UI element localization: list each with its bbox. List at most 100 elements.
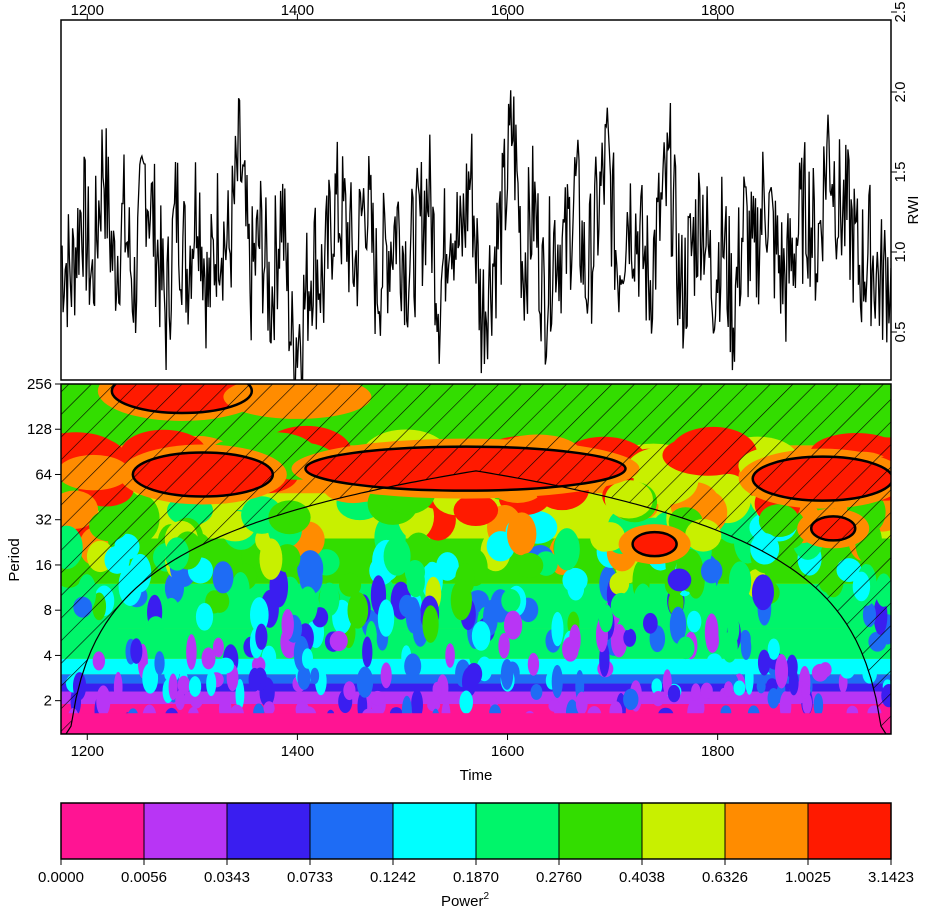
rwi-y-axis: 0.5 1.0 1.5 2.0 2.5 [891,2,909,343]
power-cell [651,678,663,695]
power-cell [516,552,544,579]
power-cell [652,690,665,707]
top-x-tick-label: 1200 [71,2,104,19]
power-cell [554,528,580,571]
power-cell [404,532,433,569]
power-cell [206,670,217,697]
power-cell [186,634,197,670]
rwi-y-tick-label: 0.5 [892,322,909,343]
power-cell [450,579,472,621]
power-cell [801,683,811,699]
power-cell [686,610,702,633]
power-cell [188,676,202,697]
power-cell [362,636,373,668]
power-cell [751,574,775,611]
power-cell [706,653,723,669]
power-cell [740,634,752,660]
power-cell [530,684,543,700]
power-cell [744,661,754,695]
power-cell [212,561,234,594]
period-tick-label: 4 [44,647,52,664]
power-cell [411,689,423,720]
period-tick-label: 16 [35,557,52,574]
power-cell [642,612,658,634]
colorbar-swatch [558,802,643,860]
power-cell [783,590,801,627]
period-tick-label: 8 [44,602,52,619]
power-cell [465,662,483,686]
power-cell [445,643,455,668]
power-cell [551,664,563,699]
power-cell [329,630,348,652]
significance-contour [304,445,627,492]
power-cell [609,572,630,595]
power-cell [721,631,738,663]
power-cell [231,572,250,608]
time-tick-label: 1800 [701,743,734,760]
power-cell [667,684,681,703]
power-peak [632,532,677,557]
colorbar-swatch [60,802,145,860]
power-cell [506,512,537,556]
power-label: Power2 [441,891,490,910]
power-colorbar: 0.0000 0.0056 0.0343 0.0733 0.1242 0.1870 0.27… [38,802,914,910]
rwi-panel: 1200 1400 1600 1800 0.5 1.0 1.5 2.0 2.5 RWI [60,2,922,381]
colorbar-swatch [226,802,311,860]
power-cell [598,604,613,633]
power-cell [813,693,824,717]
period-tick-label: 128 [27,421,52,438]
significance-contour [809,515,857,542]
power-cell [142,662,159,694]
power-cell [723,681,734,697]
power-cell [154,651,165,675]
power-cell [297,550,324,587]
power-cell [319,582,340,617]
power-cell [168,673,178,701]
power-cell [498,632,510,659]
colorbar-tick-label: 1.0025 [785,869,831,886]
colorbar-swatches [60,802,892,860]
power-cell [106,621,119,645]
power-cell [811,663,829,682]
power-cell [281,609,294,641]
power-cell [700,558,723,584]
coi-hatch [61,384,891,734]
power-cell [301,648,314,669]
power-cell [676,636,695,660]
power-cell [503,610,523,640]
power-cell [667,568,692,592]
rwi-y-tick-label: 1.0 [892,242,909,263]
power-cell [728,561,752,602]
period-axis-label: Period [6,538,23,581]
colorbar-swatch [475,802,560,860]
rwi-y-tick-label: 2.0 [892,82,909,103]
colorbar-tick-label: 0.4038 [619,869,665,886]
power-cell [567,576,585,601]
power-cell [633,583,653,622]
rwi-y-tick-label: 1.5 [892,162,909,183]
colorbar-tick-label: 0.1242 [370,869,416,886]
significance-contour [110,384,254,415]
power-cell [177,675,191,695]
power-cell [623,688,639,711]
power-cell [113,671,123,704]
power-cell [610,623,628,658]
cone-of-influence [61,384,891,734]
power-cell [422,605,439,643]
power-cell [575,691,588,715]
power-cell [235,679,245,710]
time-tick-label: 1600 [491,743,524,760]
power-cell [377,599,395,637]
coi-boundary [61,470,891,734]
colorbar-swatch [392,802,477,860]
power-cell [733,680,746,696]
power-cell [263,701,275,715]
power-cell [501,589,521,613]
colorbar-swatch [143,802,228,860]
wavelet-plot-frame [60,383,892,735]
power-cell [471,621,491,651]
power-cell [459,690,474,714]
power-cell [370,690,386,706]
power-cell [248,667,261,692]
